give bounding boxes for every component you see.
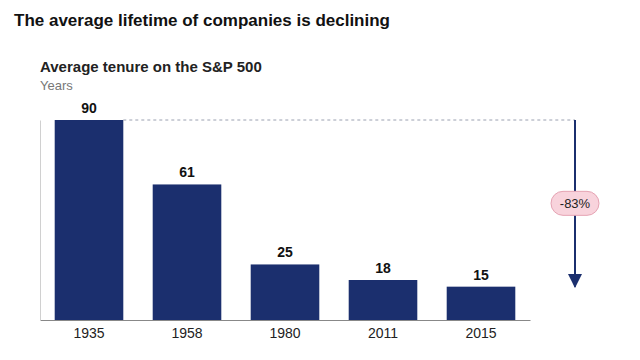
x-tick-label: 1958 — [171, 325, 202, 341]
data-label: 90 — [81, 100, 97, 116]
data-labels: 90 61 25 18 15 — [81, 100, 489, 283]
annotation: -83% — [560, 196, 591, 211]
bar — [153, 184, 222, 320]
x-tick-label: 1935 — [73, 325, 104, 341]
y-axis-line — [40, 121, 41, 321]
x-tick-label: 2015 — [465, 325, 496, 341]
data-label: 18 — [375, 260, 391, 276]
data-label: 15 — [473, 267, 489, 283]
bar — [349, 280, 418, 320]
x-tick-label: 1980 — [269, 325, 300, 341]
x-axis: 1935 1958 1980 2011 2015 — [41, 320, 531, 341]
y-label: Years — [40, 78, 73, 93]
y-axis — [40, 121, 41, 321]
x-tick: 2011 — [368, 320, 398, 341]
x-axis-line — [41, 320, 531, 321]
x-tick: 1980 — [269, 320, 300, 341]
x-tick: 1958 — [171, 320, 202, 341]
bars — [55, 120, 516, 320]
reference-line — [123, 120, 575, 121]
bar — [251, 264, 320, 320]
annotation-badge — [551, 191, 599, 215]
bar — [447, 287, 516, 320]
bar — [55, 120, 124, 320]
subtitle: Average tenure on the S&P 500 — [40, 58, 262, 75]
x-tick-label: 2011 — [368, 325, 398, 341]
x-tick: 2015 — [465, 320, 496, 341]
data-label: 25 — [277, 244, 293, 260]
x-tick: 1935 — [73, 320, 104, 341]
chart: The average lifetime of companies is dec… — [0, 0, 640, 360]
title: The average lifetime of companies is dec… — [14, 11, 390, 30]
data-label: 61 — [179, 164, 195, 180]
